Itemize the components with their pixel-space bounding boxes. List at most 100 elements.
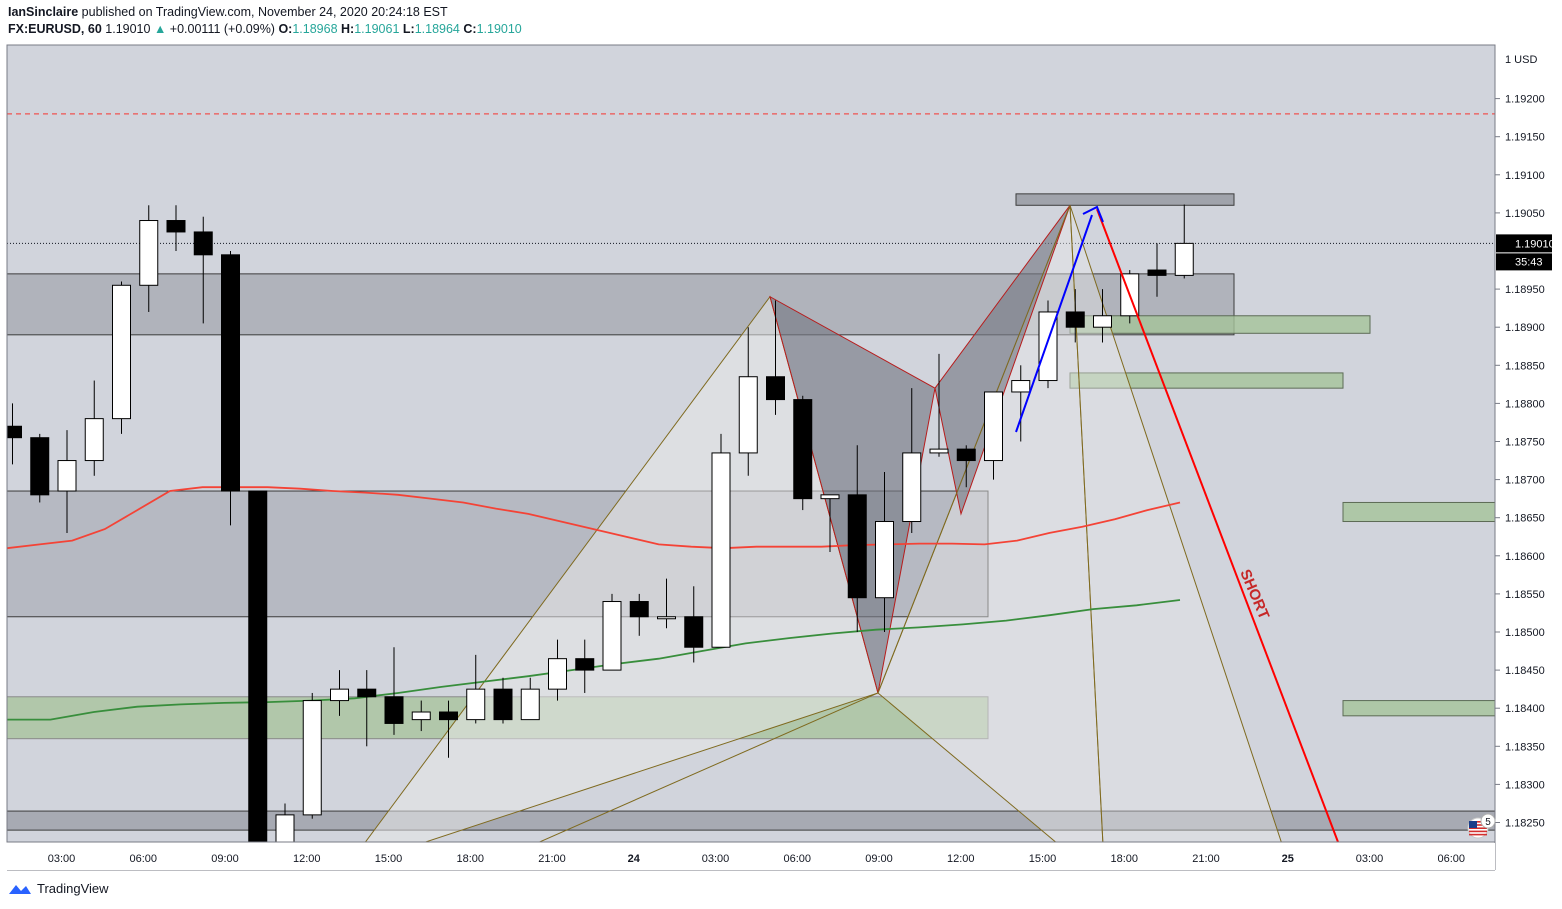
us-flag-icon[interactable]: 5 bbox=[1467, 813, 1496, 839]
candle bbox=[166, 205, 186, 251]
price-axis-top-label: 1 USD bbox=[1505, 54, 1537, 66]
publish-line: IanSinclaire published on TradingView.co… bbox=[8, 4, 522, 21]
candle bbox=[30, 433, 50, 503]
price-tick-label: 1.18300 bbox=[1505, 779, 1545, 791]
candle bbox=[956, 445, 976, 488]
price-tick-label: 1.18850 bbox=[1505, 360, 1545, 372]
author-name[interactable]: IanSinclaire bbox=[8, 5, 79, 19]
candle bbox=[602, 593, 622, 671]
green-zone-2 bbox=[1069, 372, 1344, 389]
candle bbox=[7, 403, 22, 465]
flag-stripe bbox=[1469, 833, 1487, 836]
candle-body bbox=[629, 601, 649, 618]
price-tick-label: 1.18500 bbox=[1505, 627, 1545, 639]
candle-body bbox=[302, 700, 322, 816]
candle bbox=[1011, 365, 1031, 442]
candle bbox=[711, 433, 731, 648]
candle bbox=[248, 490, 268, 842]
price-tick-label: 1.18750 bbox=[1505, 437, 1545, 449]
candle-body bbox=[275, 814, 295, 842]
time-tick-label: 06:00 bbox=[129, 853, 157, 865]
flag-count-bubble bbox=[1480, 813, 1496, 829]
time-axis[interactable]: 03:00 06:00 09:00 12:00 15:00 18:00 21:00 24 03:… bbox=[7, 843, 1495, 870]
candle-body bbox=[57, 460, 77, 492]
countdown-badge bbox=[1496, 253, 1552, 271]
target-zone bbox=[1015, 193, 1235, 206]
time-tick-label: 15:00 bbox=[375, 853, 403, 865]
candle-body bbox=[84, 418, 104, 462]
candle-body bbox=[384, 696, 404, 724]
price-tick-label: 1.18600 bbox=[1505, 551, 1545, 563]
candle bbox=[302, 692, 322, 819]
candle-body bbox=[1065, 311, 1085, 328]
high-label: H: bbox=[341, 22, 355, 36]
price-axis-bg bbox=[1496, 45, 1562, 870]
candle-body bbox=[1093, 315, 1112, 328]
candle bbox=[520, 677, 540, 721]
candle-body bbox=[520, 688, 540, 721]
candle-body bbox=[902, 452, 922, 523]
candle bbox=[57, 430, 77, 533]
candle bbox=[793, 395, 813, 511]
time-tick-label: 12:00 bbox=[947, 853, 975, 865]
ohlc-line: FX:EURUSD, 60 1.19010 ▲ +0.00111 (+0.09%… bbox=[8, 21, 522, 38]
candle-body bbox=[221, 254, 240, 492]
open-value: 1.18968 bbox=[292, 22, 338, 36]
candle-body bbox=[738, 376, 758, 454]
swing-arrow-head bbox=[1082, 205, 1104, 223]
time-tick-label: 03:00 bbox=[1356, 853, 1384, 865]
price-axis[interactable]: 1 USD 1.19200 1.19150 1.19100 1.19050 1.18950… bbox=[1495, 45, 1562, 870]
candle-body bbox=[956, 448, 976, 462]
price-tick-label: 1.18800 bbox=[1505, 398, 1545, 410]
candle bbox=[139, 205, 159, 312]
time-tick-label: 21:00 bbox=[538, 853, 566, 865]
candle bbox=[357, 670, 377, 747]
time-tick-label: 21:00 bbox=[1192, 853, 1220, 865]
candle bbox=[112, 281, 131, 434]
candle-body bbox=[330, 688, 349, 702]
candle bbox=[275, 803, 295, 842]
candle bbox=[1038, 300, 1058, 389]
price-tick-label: 1.18700 bbox=[1505, 475, 1545, 487]
time-tick-label: 18:00 bbox=[456, 853, 484, 865]
candle bbox=[548, 639, 567, 701]
price-tick-label: 1.18900 bbox=[1505, 322, 1545, 334]
flag-count-text: 5 bbox=[1485, 817, 1491, 828]
last-price: 1.19010 bbox=[105, 22, 151, 36]
candle-body bbox=[820, 494, 840, 500]
candle-body bbox=[357, 688, 377, 698]
candle bbox=[1147, 243, 1167, 297]
countdown-badge-text: 35:43 bbox=[1515, 256, 1543, 268]
candle-body bbox=[984, 391, 1003, 462]
candle-body bbox=[112, 284, 131, 420]
candle bbox=[193, 216, 213, 324]
candle bbox=[984, 391, 1003, 480]
symbol-label[interactable]: FX:EURUSD, 60 bbox=[8, 22, 102, 36]
price-tick-label: 1.19200 bbox=[1505, 94, 1545, 106]
footer: TradingView bbox=[8, 881, 109, 896]
short-arrow-line bbox=[1096, 208, 1339, 842]
candle bbox=[875, 471, 894, 632]
candle bbox=[929, 353, 949, 457]
candle-body bbox=[766, 376, 785, 401]
time-tick-label: 15:00 bbox=[1029, 853, 1057, 865]
low-label: L: bbox=[402, 22, 415, 36]
time-tick-label: 09:00 bbox=[865, 853, 893, 865]
candle bbox=[330, 670, 349, 716]
tradingview-logo-icon[interactable] bbox=[8, 882, 32, 896]
price-tick-label: 1.18350 bbox=[1505, 741, 1545, 753]
candle bbox=[738, 327, 758, 476]
time-tick-label: 25 bbox=[1282, 853, 1294, 865]
candle-body bbox=[7, 425, 22, 439]
candle-body bbox=[602, 601, 622, 671]
candle bbox=[466, 654, 486, 724]
us-flag-icon-shape: 5 bbox=[1467, 813, 1496, 839]
candle-body bbox=[139, 220, 159, 286]
flag-stripe bbox=[1469, 827, 1487, 829]
candle bbox=[684, 586, 704, 663]
candle-body bbox=[847, 494, 867, 599]
footer-brand[interactable]: TradingView bbox=[37, 881, 109, 896]
candle-body bbox=[548, 658, 567, 690]
chart-header: IanSinclaire published on TradingView.co… bbox=[8, 4, 522, 38]
